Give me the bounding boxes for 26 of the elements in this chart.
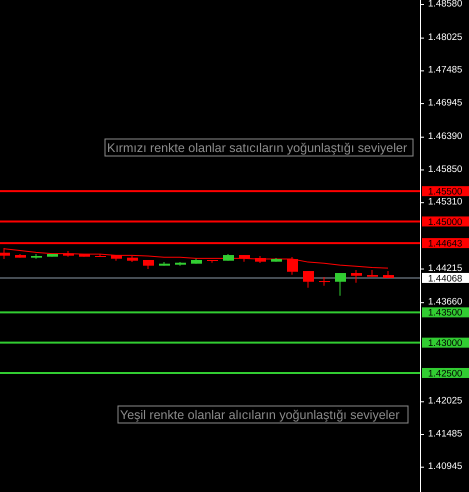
y-tick-label: 1.40945 <box>428 461 462 472</box>
y-tick-label: 1.43660 <box>428 296 462 308</box>
candlestick <box>335 272 346 296</box>
ref-line-label: 1.45500 <box>428 186 462 198</box>
y-tick-label: 1.42025 <box>428 396 462 407</box>
ref-line-label: 1.44068 <box>428 273 462 284</box>
annotation: Kırmızı renkte olanlar satıcıların yoğunlaştığı seviyeler <box>107 141 408 155</box>
y-tick-label: 1.45850 <box>428 164 462 175</box>
ref-line-label: 1.45000 <box>428 216 462 228</box>
y-tick-label: 1.48580 <box>428 0 462 10</box>
ref-line-label: 1.43500 <box>428 308 462 319</box>
candlestick <box>319 276 330 286</box>
annotation: Yeşil renkte olanlar alıcıların yoğunlaştığı seviyeler <box>120 408 400 422</box>
y-tick-label: 1.47485 <box>428 64 462 76</box>
y-tick-label: 1.46390 <box>428 131 462 142</box>
ref-line-label: 1.42500 <box>428 368 462 380</box>
ref-line-label: 1.44643 <box>428 238 462 250</box>
candlestick <box>351 270 362 284</box>
y-tick-label: 1.48025 <box>428 32 462 43</box>
candlestick <box>143 260 154 270</box>
y-tick-label: 1.46945 <box>428 97 462 108</box>
y-tick-label: 1.45310 <box>428 196 462 208</box>
y-tick-label: 1.44215 <box>428 262 462 274</box>
candlestick <box>303 270 314 288</box>
y-tick-label: 1.41485 <box>428 428 462 440</box>
ref-line-label: 1.43000 <box>428 338 462 349</box>
